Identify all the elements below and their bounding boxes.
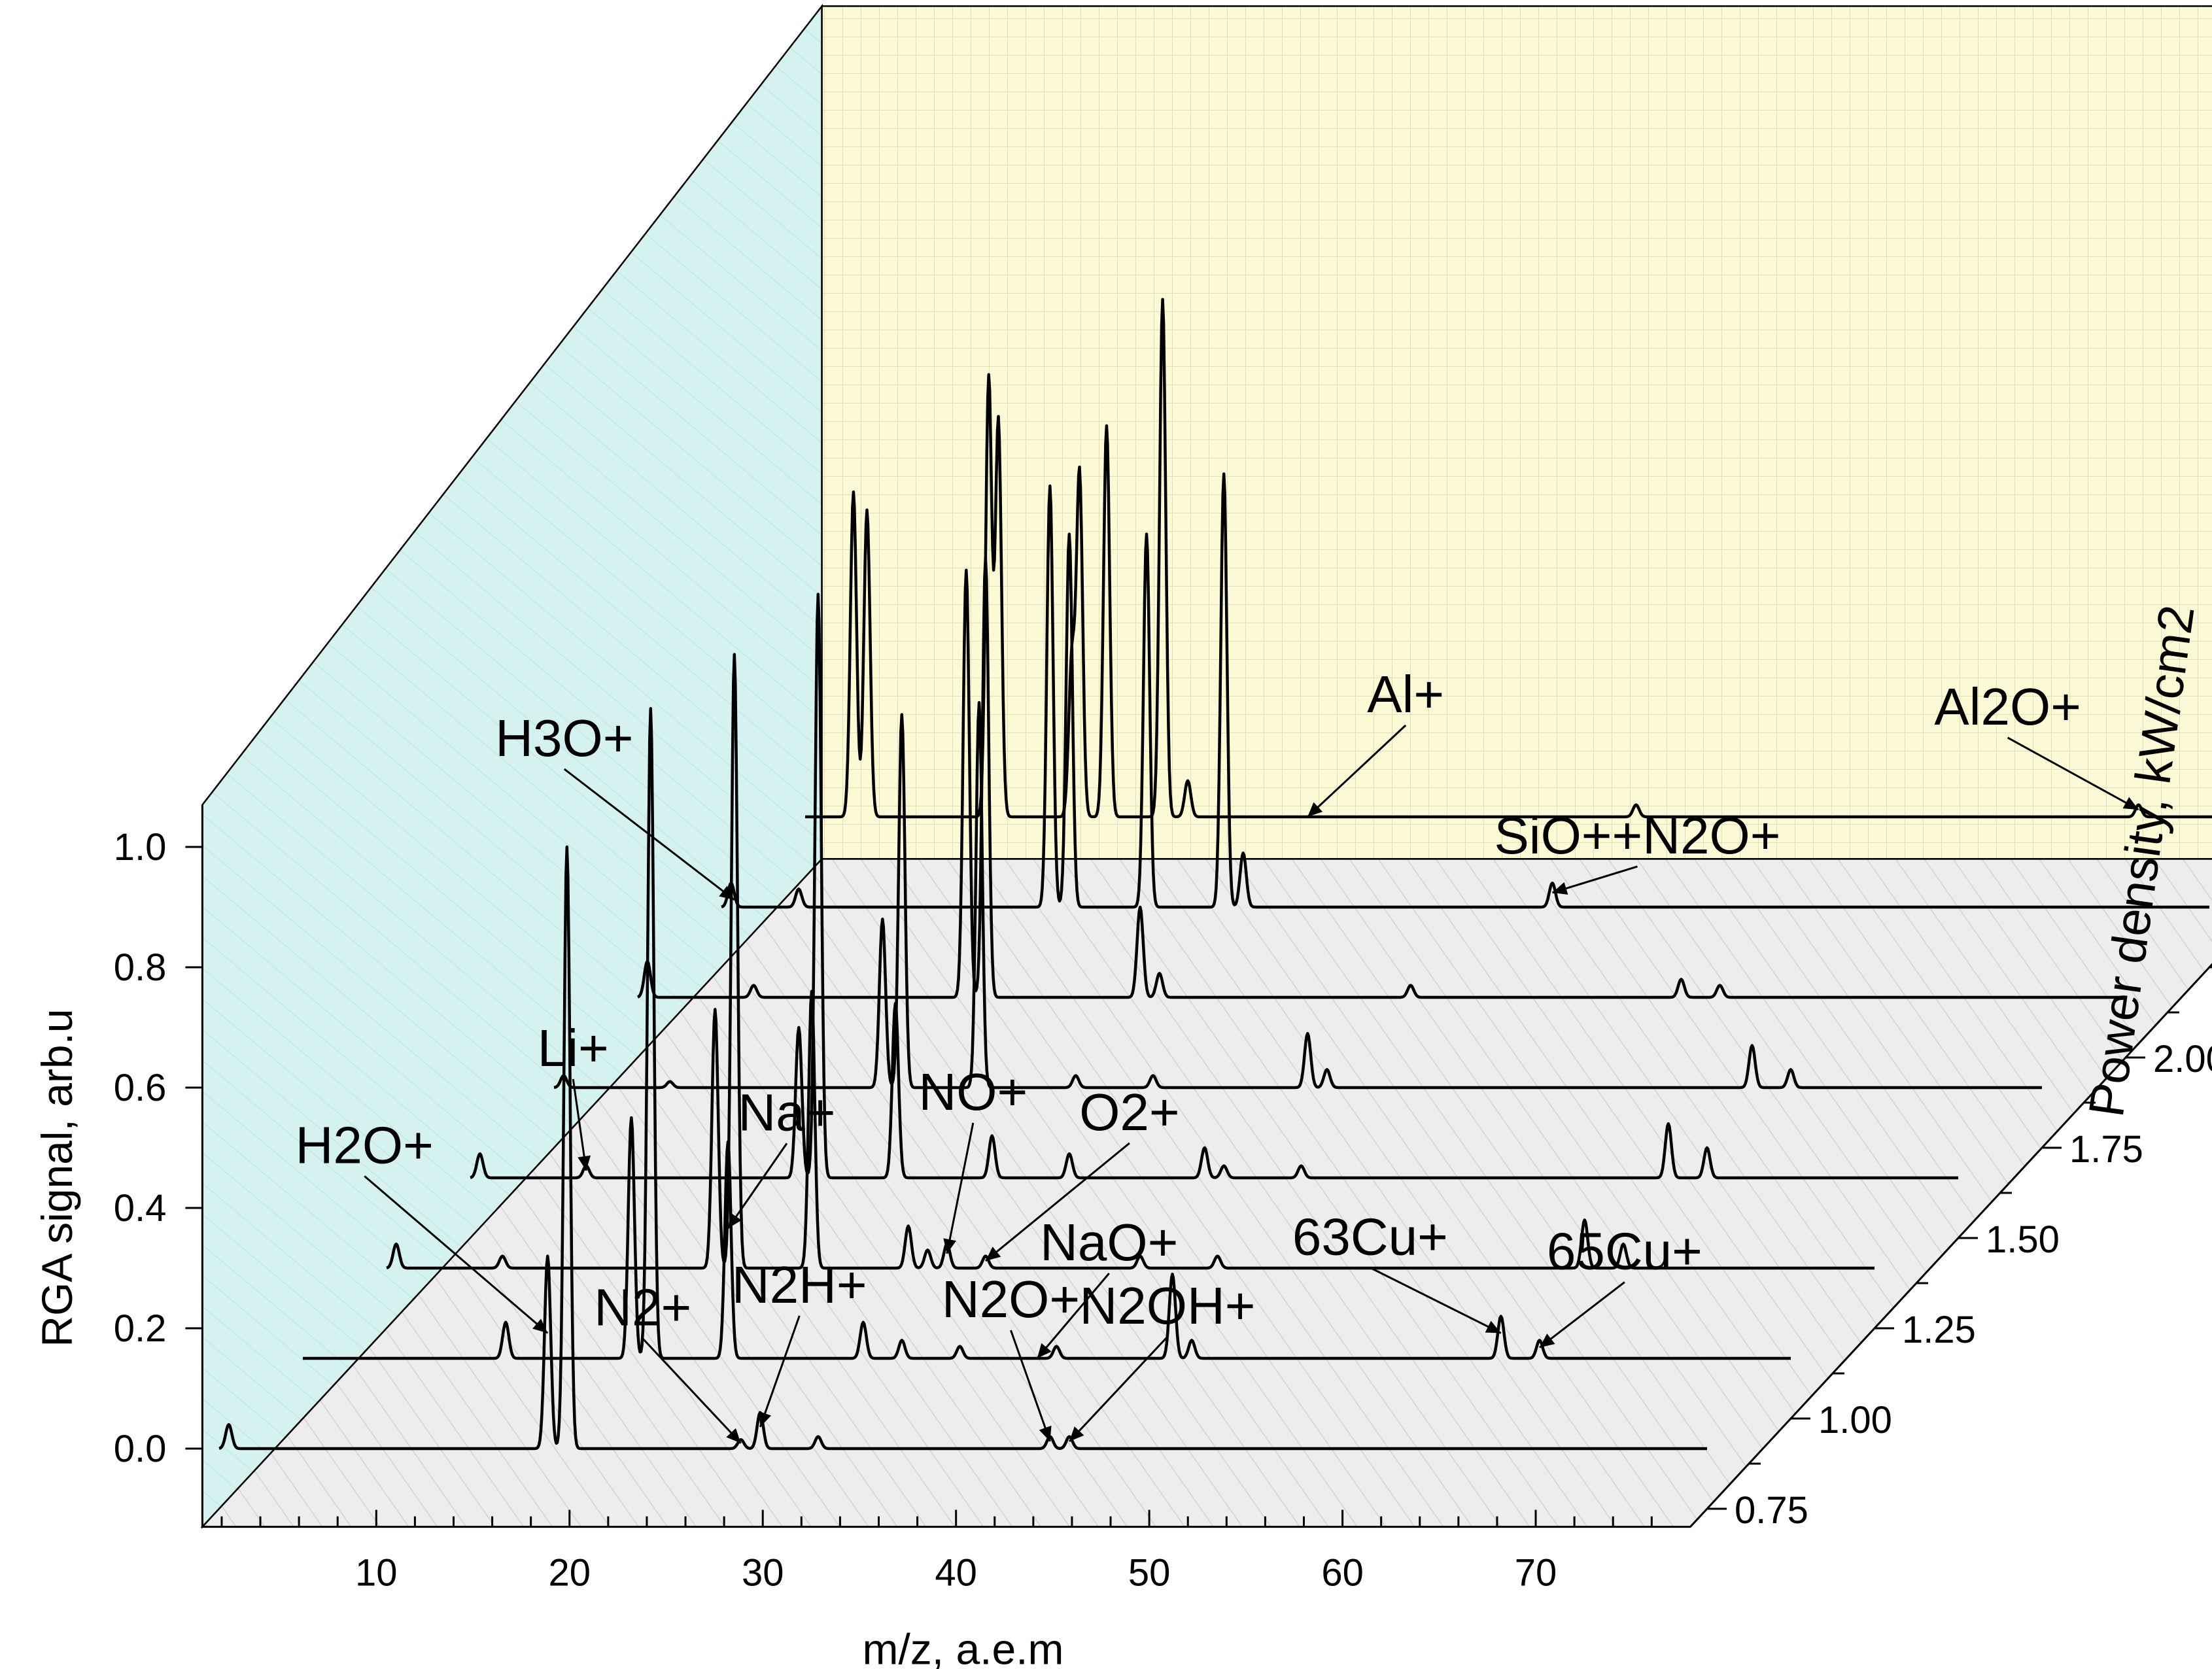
annotation-arrowhead xyxy=(719,886,734,900)
x-tick-label: 70 xyxy=(1515,1552,1557,1594)
series-line-2.25 xyxy=(721,472,2210,909)
annotation-arrow xyxy=(2007,736,2139,811)
y-axis-title: RGA signal, arb.u xyxy=(33,1008,81,1347)
annotation-arrowhead xyxy=(985,1247,1001,1261)
annotation-arrowhead xyxy=(1037,1343,1052,1358)
annotation-label: O2+ xyxy=(1079,1083,1179,1141)
annotation-arrow xyxy=(1307,724,1407,818)
annotation-label: N2H+ xyxy=(732,1256,867,1314)
annotation-arrow xyxy=(759,1315,801,1428)
annotation-arrow xyxy=(946,1122,975,1254)
annotation-arrow xyxy=(1552,865,1638,894)
annotation-arrowhead xyxy=(943,1238,956,1254)
annotation-arrowhead xyxy=(728,1213,742,1229)
x-tick-label: 10 xyxy=(355,1552,398,1594)
y-tick-label: 0.4 xyxy=(114,1187,167,1230)
annotation-arrow xyxy=(984,1142,1130,1262)
annotation-label: N2OH+ xyxy=(1080,1277,1256,1335)
annotation-arrowhead xyxy=(726,1428,741,1443)
annotation-arrowhead xyxy=(1552,882,1568,895)
x-tick-label: 60 xyxy=(1321,1552,1364,1594)
annotation-arrow xyxy=(1068,1335,1169,1442)
annotation-arrowhead xyxy=(2122,797,2139,810)
annotation-label: H2O+ xyxy=(296,1116,434,1174)
y-tick-label: 0.6 xyxy=(114,1067,167,1109)
annotation-label: NO+ xyxy=(918,1063,1028,1121)
annotation-arrowhead xyxy=(759,1411,772,1427)
annotation-arrowhead xyxy=(1039,1425,1052,1441)
annotation-label: 63Cu+ xyxy=(1292,1207,1448,1265)
annotation-label: H3O+ xyxy=(495,709,633,767)
x-axis-title: m/z, a.e.m xyxy=(862,1625,1063,1669)
annotation-label: Li+ xyxy=(538,1019,609,1077)
annotation-arrow xyxy=(572,1078,587,1171)
y-tick-label: 0.8 xyxy=(114,946,167,989)
annotation-arrowhead xyxy=(578,1155,591,1171)
z-tick-label: 1.75 xyxy=(2069,1128,2143,1171)
annotation-arrow xyxy=(563,768,735,901)
annotation-arrowhead xyxy=(1485,1320,1501,1333)
z-tick-label: 1.25 xyxy=(1902,1309,1976,1351)
annotation-arrowhead xyxy=(1307,802,1323,817)
annotation-label: SiO++N2O+ xyxy=(1494,806,1780,865)
z-tick-label: 0.75 xyxy=(1735,1489,1808,1532)
annotation-arrow xyxy=(1036,1273,1110,1359)
annotation-arrow xyxy=(1010,1330,1051,1442)
annotation-arrowhead xyxy=(532,1318,548,1333)
x-tick-label: 40 xyxy=(935,1552,977,1594)
annotation-label: Al+ xyxy=(1367,665,1444,723)
annotation-label: N2+ xyxy=(594,1279,691,1337)
y-tick-label: 1.0 xyxy=(114,826,167,869)
annotation-label: 65Cu+ xyxy=(1547,1222,1702,1280)
annotation-label: N2O+ xyxy=(942,1270,1080,1328)
y-tick-label: 0.0 xyxy=(114,1428,167,1470)
z-tick-label: 2.00 xyxy=(2153,1038,2212,1080)
annotation-arrow xyxy=(1370,1267,1502,1334)
annotation-arrow xyxy=(727,1143,788,1230)
annotation-label: Al2O+ xyxy=(1934,678,2081,736)
annotation-arrow xyxy=(1538,1281,1625,1349)
z-tick-label: 1.50 xyxy=(1986,1218,2060,1261)
y-tick-label: 0.2 xyxy=(114,1307,167,1350)
annotation-arrow xyxy=(364,1175,549,1334)
annotation-arrowhead xyxy=(1069,1426,1084,1441)
annotation-arrowhead xyxy=(1539,1333,1555,1348)
annotation-label: NaO+ xyxy=(1040,1213,1178,1271)
annotation-label: Na+ xyxy=(738,1083,836,1141)
series-line-0.75 xyxy=(218,845,1708,1451)
x-tick-label: 50 xyxy=(1128,1552,1171,1594)
x-tick-label: 30 xyxy=(742,1552,784,1594)
annotation-arrow xyxy=(642,1337,742,1444)
x-tick-label: 20 xyxy=(549,1552,591,1594)
series-line-2.5 xyxy=(804,298,2212,819)
z-tick-label: 1.00 xyxy=(1818,1399,1892,1441)
